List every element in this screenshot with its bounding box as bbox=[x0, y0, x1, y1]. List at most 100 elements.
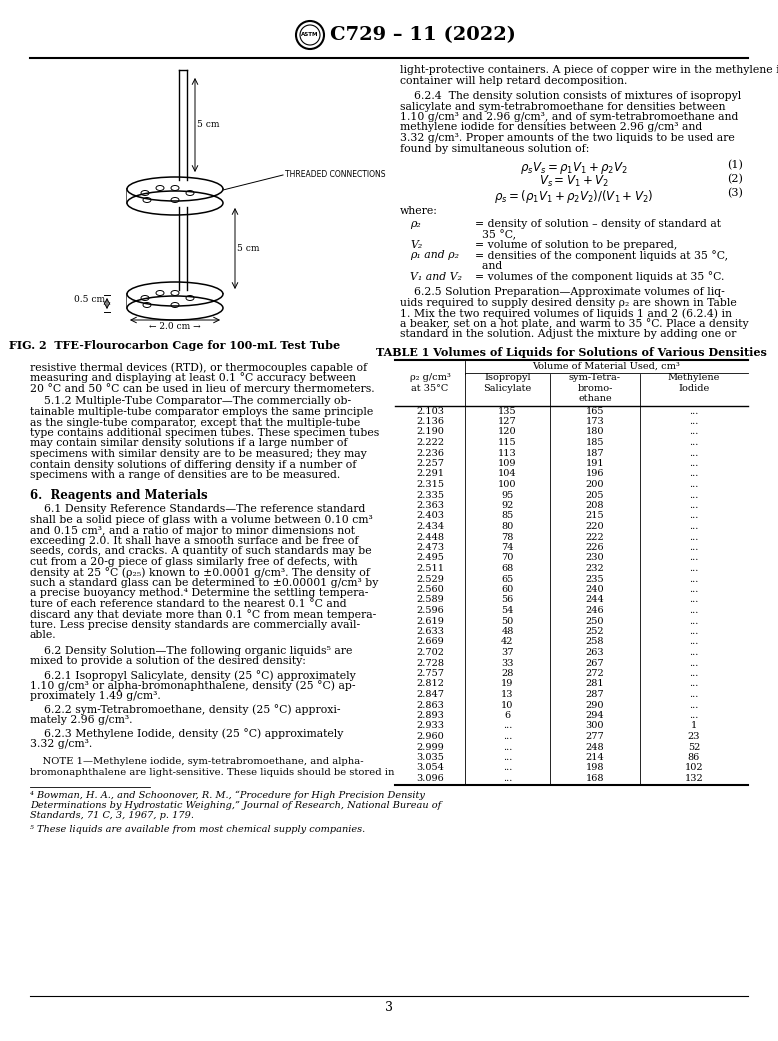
Text: 2.893: 2.893 bbox=[416, 711, 444, 720]
Text: 2.363: 2.363 bbox=[416, 501, 444, 510]
Text: ...: ... bbox=[689, 480, 699, 489]
Text: 135: 135 bbox=[498, 406, 517, 415]
Text: 74: 74 bbox=[501, 543, 513, 552]
Text: measuring and displaying at least 0.1 °C accuracy between: measuring and displaying at least 0.1 °C… bbox=[30, 373, 356, 383]
Text: 168: 168 bbox=[586, 775, 605, 783]
Text: 6.2.2 sym-Tetrabromoethane, density (25 °C) approxi-: 6.2.2 sym-Tetrabromoethane, density (25 … bbox=[30, 705, 341, 715]
Text: TABLE 1 Volumes of Liquids for Solutions of Various Densities: TABLE 1 Volumes of Liquids for Solutions… bbox=[376, 348, 767, 358]
Text: 6: 6 bbox=[504, 711, 510, 720]
Text: such a standard glass can be determined to ±0.00001 g/cm³ by: such a standard glass can be determined … bbox=[30, 578, 378, 588]
Text: 294: 294 bbox=[586, 711, 605, 720]
Text: = densities of the component liquids at 35 °C,: = densities of the component liquids at … bbox=[475, 251, 728, 261]
Text: 19: 19 bbox=[501, 680, 513, 688]
Text: 35 °C,: 35 °C, bbox=[475, 229, 516, 240]
Text: bromonaphthalene are light-sensitive. These liquids should be stored in: bromonaphthalene are light-sensitive. Th… bbox=[30, 768, 394, 777]
Text: 115: 115 bbox=[498, 438, 517, 447]
Text: Isopropyl
Salicylate: Isopropyl Salicylate bbox=[483, 374, 531, 392]
Text: type contains additional specimen tubes. These specimen tubes: type contains additional specimen tubes.… bbox=[30, 428, 379, 438]
Text: 60: 60 bbox=[501, 585, 513, 594]
Text: 1.10 g/cm³ or alpha-bromonaphthalene, density (25 °C) ap-: 1.10 g/cm³ or alpha-bromonaphthalene, de… bbox=[30, 681, 356, 691]
Text: Standards, 71 C, 3, 1967, p. 179.: Standards, 71 C, 3, 1967, p. 179. bbox=[30, 812, 194, 820]
Text: 2.933: 2.933 bbox=[416, 721, 444, 731]
Text: 2.136: 2.136 bbox=[416, 417, 444, 426]
Text: $\rho_s V_s = \rho_1 V_1 + \rho_2 V_2$: $\rho_s V_s = \rho_1 V_1 + \rho_2 V_2$ bbox=[520, 160, 628, 176]
Text: 95: 95 bbox=[501, 490, 513, 500]
Text: 6.2.4  The density solution consists of mixtures of isopropyl: 6.2.4 The density solution consists of m… bbox=[400, 91, 741, 101]
Text: 196: 196 bbox=[586, 469, 605, 479]
Text: 235: 235 bbox=[586, 575, 605, 584]
Text: 28: 28 bbox=[501, 669, 513, 678]
Text: 2.863: 2.863 bbox=[416, 701, 444, 710]
Text: 2.448: 2.448 bbox=[416, 533, 444, 541]
Text: 86: 86 bbox=[688, 753, 700, 762]
Text: 2.757: 2.757 bbox=[416, 669, 444, 678]
Text: 214: 214 bbox=[586, 753, 605, 762]
Text: and 0.15 cm³, and a ratio of major to minor dimensions not: and 0.15 cm³, and a ratio of major to mi… bbox=[30, 526, 355, 535]
Text: ⁵ These liquids are available from most chemical supply companies.: ⁵ These liquids are available from most … bbox=[30, 826, 365, 834]
Text: ...: ... bbox=[689, 459, 699, 468]
Text: 102: 102 bbox=[685, 763, 703, 772]
Text: 6.2.3 Methylene Iodide, density (25 °C) approximately: 6.2.3 Methylene Iodide, density (25 °C) … bbox=[30, 729, 343, 739]
Text: proximately 1.49 g/cm³.: proximately 1.49 g/cm³. bbox=[30, 691, 161, 701]
Text: 113: 113 bbox=[498, 449, 517, 457]
Text: 263: 263 bbox=[586, 648, 605, 657]
Text: 6.2.1 Isopropyl Salicylate, density (25 °C) approximately: 6.2.1 Isopropyl Salicylate, density (25 … bbox=[30, 670, 356, 681]
Text: 180: 180 bbox=[586, 428, 605, 436]
Text: 54: 54 bbox=[501, 606, 513, 615]
Text: 92: 92 bbox=[501, 501, 513, 510]
Text: V₁ and V₂: V₁ and V₂ bbox=[410, 272, 462, 281]
Text: density at 25 °C (ρ₂₅) known to ±0.0001 g/cm³. The density of: density at 25 °C (ρ₂₅) known to ±0.0001 … bbox=[30, 567, 370, 579]
Text: 165: 165 bbox=[586, 406, 605, 415]
Text: ...: ... bbox=[503, 763, 512, 772]
Text: 2.529: 2.529 bbox=[416, 575, 444, 584]
Text: sym-Tetra-
bromo-
ethane: sym-Tetra- bromo- ethane bbox=[569, 374, 621, 403]
Text: ...: ... bbox=[689, 564, 699, 573]
Text: ...: ... bbox=[689, 554, 699, 562]
Text: 6.  Reagents and Materials: 6. Reagents and Materials bbox=[30, 488, 208, 502]
Text: 2.999: 2.999 bbox=[416, 742, 444, 752]
Text: ...: ... bbox=[689, 585, 699, 594]
Text: (2): (2) bbox=[727, 174, 743, 184]
Text: ...: ... bbox=[689, 680, 699, 688]
Text: ...: ... bbox=[503, 775, 512, 783]
Text: discard any that deviate more than 0.1 °C from mean tempera-: discard any that deviate more than 0.1 °… bbox=[30, 609, 377, 620]
Text: 78: 78 bbox=[501, 533, 513, 541]
Text: specimens with a range of densities are to be measured.: specimens with a range of densities are … bbox=[30, 469, 340, 480]
Text: ...: ... bbox=[503, 753, 512, 762]
Text: 50: 50 bbox=[501, 616, 513, 626]
Text: tainable multiple-tube comparator employs the same principle: tainable multiple-tube comparator employ… bbox=[30, 407, 373, 417]
Text: ...: ... bbox=[689, 690, 699, 699]
Text: = density of solution – density of standard at: = density of solution – density of stand… bbox=[475, 219, 721, 229]
Text: mixed to provide a solution of the desired density:: mixed to provide a solution of the desir… bbox=[30, 657, 306, 666]
Text: ASTM: ASTM bbox=[301, 32, 319, 37]
Text: 5.1.2 Multiple-Tube Comparator—The commercially ob-: 5.1.2 Multiple-Tube Comparator—The comme… bbox=[30, 397, 351, 406]
Text: ρ₂: ρ₂ bbox=[410, 219, 421, 229]
Text: 248: 248 bbox=[586, 742, 605, 752]
Text: = volume of solution to be prepared,: = volume of solution to be prepared, bbox=[475, 240, 678, 250]
Text: 281: 281 bbox=[586, 680, 605, 688]
Text: 2.728: 2.728 bbox=[416, 659, 444, 667]
Text: 3.054: 3.054 bbox=[416, 763, 444, 772]
Text: 191: 191 bbox=[586, 459, 605, 468]
Text: resistive thermal devices (RTD), or thermocouples capable of: resistive thermal devices (RTD), or ther… bbox=[30, 362, 367, 373]
Text: able.: able. bbox=[30, 631, 57, 640]
Text: Determinations by Hydrostatic Weighing,” Journal of Research, National Bureau of: Determinations by Hydrostatic Weighing,”… bbox=[30, 801, 441, 810]
Text: ...: ... bbox=[689, 595, 699, 605]
Text: uids required to supply desired density ρ₂ are shown in Table: uids required to supply desired density … bbox=[400, 298, 737, 307]
Text: 68: 68 bbox=[501, 564, 513, 573]
Text: ...: ... bbox=[689, 406, 699, 415]
Text: found by simultaneous solution of:: found by simultaneous solution of: bbox=[400, 144, 590, 153]
Text: 2.812: 2.812 bbox=[416, 680, 444, 688]
Text: light-protective containers. A piece of copper wire in the methylene iodide: light-protective containers. A piece of … bbox=[400, 65, 778, 75]
Text: 23: 23 bbox=[688, 732, 700, 741]
Text: 2.315: 2.315 bbox=[416, 480, 444, 489]
Text: 2.257: 2.257 bbox=[416, 459, 444, 468]
Text: 10: 10 bbox=[501, 701, 513, 710]
Text: 2.619: 2.619 bbox=[416, 616, 444, 626]
Text: 230: 230 bbox=[586, 554, 605, 562]
Text: NOTE 1—Methylene iodide, sym-tetrabromoethane, and alpha-: NOTE 1—Methylene iodide, sym-tetrabromoe… bbox=[30, 758, 363, 766]
Text: 48: 48 bbox=[501, 627, 513, 636]
Text: (1): (1) bbox=[727, 160, 743, 171]
Text: ...: ... bbox=[689, 469, 699, 479]
Text: 100: 100 bbox=[498, 480, 517, 489]
